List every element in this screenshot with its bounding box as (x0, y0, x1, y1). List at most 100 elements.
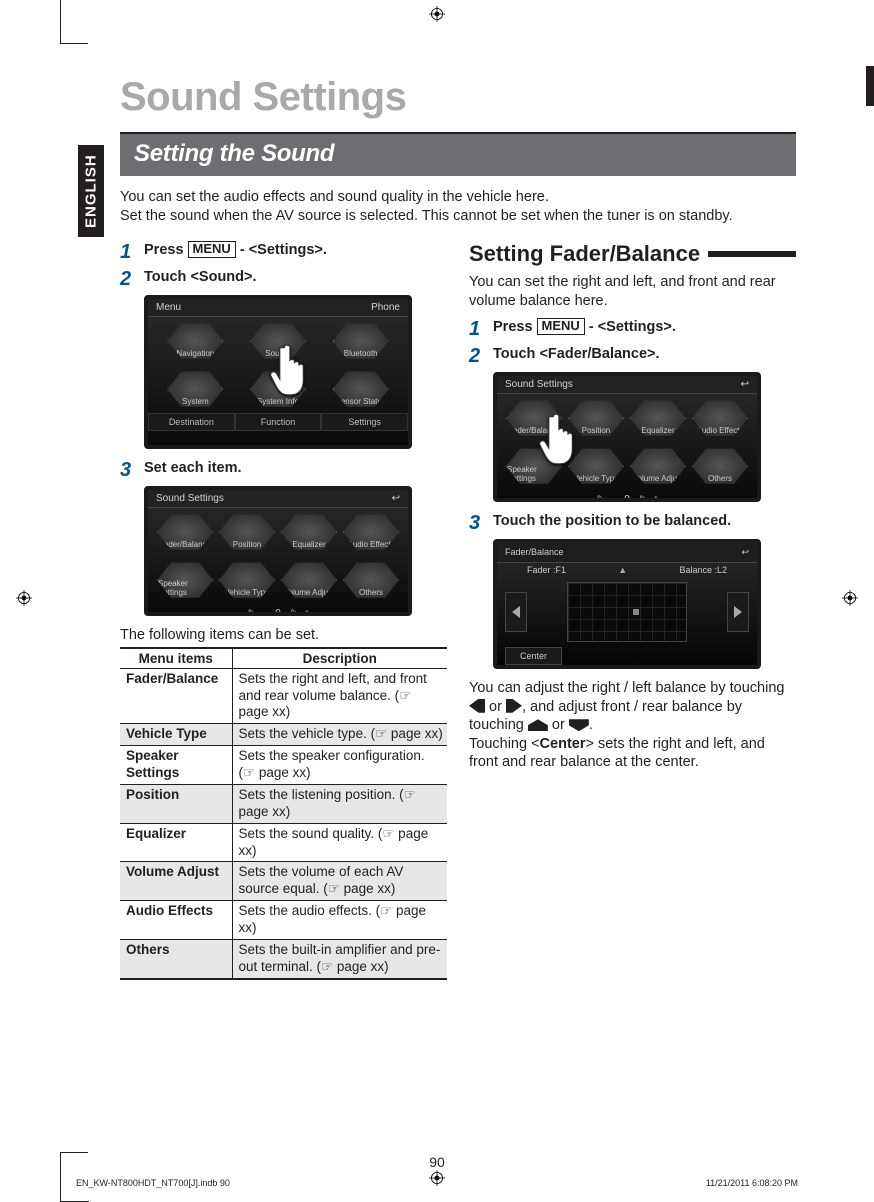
hex-ae: Audio Effects (692, 398, 748, 438)
step1r-b: - <Settings>. (585, 319, 676, 335)
step-2-r: 2 Touch <Fader/Balance>. (469, 345, 796, 366)
table-row: Audio EffectsSets the audio effects. (☞ … (120, 901, 447, 940)
step1r-a: Press (493, 319, 537, 335)
chapter-title: Sound Settings (120, 75, 796, 120)
down-arrow-icon (569, 719, 589, 731)
fb-title: Fader/Balance (505, 547, 564, 558)
hex-vt: Vehicle Type (568, 446, 624, 486)
right-arrow-icon (506, 699, 522, 713)
table-row: Volume AdjustSets the volume of each AV … (120, 862, 447, 901)
hex-spk: Speaker Settings (157, 560, 213, 600)
table-row: PositionSets the listening position. (☞ … (120, 784, 447, 823)
hex-spk: Speaker Settings (506, 446, 562, 486)
fb-balance-label: Balance :L2 (679, 565, 727, 575)
fb-grid (567, 582, 687, 642)
step2-text: Touch <Sound>. (144, 268, 257, 289)
step1-text-a: Press (144, 242, 188, 258)
up-arrow-icon: ▲ (618, 565, 627, 575)
hex-vt: Vehicle Type (219, 560, 275, 600)
right-intro: You can set the right and left, and fron… (469, 273, 796, 310)
up-arrow-icon (528, 719, 548, 731)
hex-eq: Equalizer (630, 398, 686, 438)
reg-mark-top (429, 6, 445, 22)
right-column: Setting Fader/Balance You can set the ri… (469, 241, 796, 980)
intro-text: You can set the audio effects and sound … (120, 188, 796, 225)
hex-va: Volume Adjust (281, 560, 337, 600)
menu-button-box: MENU (537, 318, 585, 335)
hex-bt: Bluetooth (333, 321, 389, 361)
screen-title: Sound Settings (156, 493, 224, 504)
step2r: Touch <Fader/Balance>. (493, 345, 660, 366)
section-heading: Setting the Sound (120, 132, 796, 176)
table-row: Vehicle TypeSets the vehicle type. (☞ pa… (120, 724, 447, 746)
left-arrow-icon (505, 592, 527, 632)
menu-items-table: Menu items Description Fader/BalanceSets… (120, 647, 447, 980)
tab-dest: Destination (148, 413, 235, 431)
left-column: 1 Press MENU - <Settings>. 2 Touch <Soun… (120, 241, 447, 980)
heading-rule (708, 251, 796, 257)
hex-pos: Position (568, 398, 624, 438)
hex-fb: Fader/Balance (506, 398, 562, 438)
step-3-r: 3 Touch the position to be balanced. (469, 512, 796, 533)
tab-func: Function (235, 413, 322, 431)
screen-topbar-right: Phone (371, 302, 400, 313)
hex-system: System (167, 369, 223, 409)
screen-title: Sound Settings (505, 379, 573, 390)
vol-val: 0 (624, 494, 630, 502)
hex-oth: Others (692, 446, 748, 486)
intro-line-2: Set the sound when the AV source is sele… (120, 208, 733, 224)
hex-va: Volume Adjust (630, 446, 686, 486)
hex-eq: Equalizer (281, 512, 337, 552)
table-row: Fader/BalanceSets the right and left, an… (120, 668, 447, 724)
th-item: Menu items (120, 648, 232, 669)
right-arrow-icon (727, 592, 749, 632)
table-intro: The following items can be set. (120, 626, 447, 645)
hex-source: Source (250, 321, 306, 361)
hex-sysinfo: System Info (250, 369, 306, 409)
fb-fader-label: Fader :F1 (527, 565, 566, 575)
reg-mark-left (16, 590, 32, 606)
back-icon: ↩ (392, 493, 400, 504)
page-content: Sound Settings ENGLISH Setting the Sound… (78, 75, 796, 980)
center-button: Center (505, 647, 562, 665)
step-3: 3 Set each item. (120, 459, 447, 480)
sub-heading: Setting Fader/Balance (469, 241, 796, 267)
step-1-r: 1 Press MENU - <Settings>. (469, 318, 796, 339)
step-number: 1 (120, 241, 144, 262)
step1-text-b: - <Settings>. (236, 242, 327, 258)
th-desc: Description (232, 648, 447, 669)
screenshot-fader-balance: Fader/Balance↩ Fader :F1 ▲ Balance :L2 C… (493, 539, 796, 669)
vol-minus: 🔈 − (246, 608, 267, 616)
footer-timestamp: 11/21/2011 6:08:20 PM (706, 1178, 798, 1188)
screen-topbar-left: Menu (156, 302, 181, 313)
back-icon: ↩ (741, 379, 749, 390)
screenshot-menu: Menu Phone Navigation Source Bluetooth Sy… (144, 295, 447, 449)
language-tab: ENGLISH (78, 145, 104, 237)
step-1: 1 Press MENU - <Settings>. (120, 241, 447, 262)
hex-nav: Navigation (167, 321, 223, 361)
table-row: EqualizerSets the sound quality. (☞ page… (120, 823, 447, 862)
table-row: OthersSets the built-in amplifier and pr… (120, 939, 447, 978)
step3-text: Set each item. (144, 459, 242, 480)
vol-plus: 🔈 + (638, 494, 659, 502)
side-black-bar (866, 66, 874, 106)
step-number: 1 (469, 318, 493, 339)
reg-mark-bottom (429, 1170, 445, 1186)
adjust-text: You can adjust the right / left balance … (469, 679, 796, 772)
reg-mark-right (842, 590, 858, 606)
step-number: 3 (120, 459, 144, 480)
hex-ae: Audio Effects (343, 512, 399, 552)
step-number: 2 (120, 268, 144, 289)
vol-minus: 🔈 − (595, 494, 616, 502)
crop-mark-tl (60, 0, 88, 44)
hex-fb: Fader/Balance (157, 512, 213, 552)
hex-pos: Position (219, 512, 275, 552)
left-arrow-icon (469, 699, 485, 713)
step-number: 3 (469, 512, 493, 533)
page-number: 90 (0, 1154, 874, 1170)
center-label: Center (540, 736, 586, 752)
intro-line-1: You can set the audio effects and sound … (120, 189, 549, 205)
tab-settings: Settings (321, 413, 408, 431)
screenshot-sound-settings-r: Sound Settings ↩ Fader/Balance Position E… (493, 372, 796, 502)
table-row: Speaker SettingsSets the speaker configu… (120, 746, 447, 785)
